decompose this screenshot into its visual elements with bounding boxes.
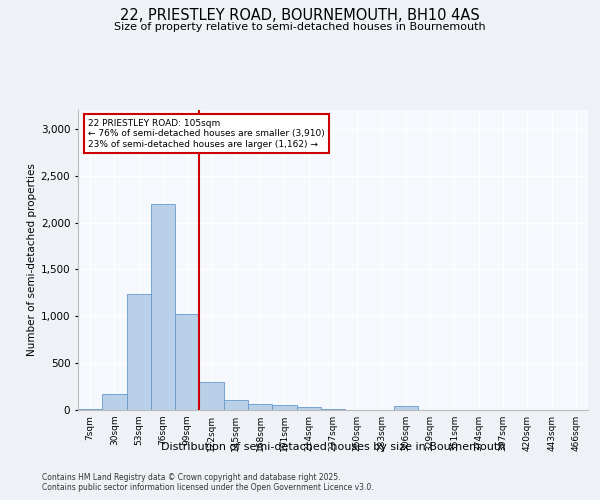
Text: 22, PRIESTLEY ROAD, BOURNEMOUTH, BH10 4AS: 22, PRIESTLEY ROAD, BOURNEMOUTH, BH10 4A… <box>120 8 480 22</box>
Bar <box>151 204 175 410</box>
Text: 22 PRIESTLEY ROAD: 105sqm
← 76% of semi-detached houses are smaller (3,910)
23% : 22 PRIESTLEY ROAD: 105sqm ← 76% of semi-… <box>88 119 325 149</box>
Text: Contains HM Land Registry data © Crown copyright and database right 2025.: Contains HM Land Registry data © Crown c… <box>42 472 341 482</box>
Bar <box>175 314 199 410</box>
Bar <box>127 294 151 410</box>
Bar <box>224 400 248 410</box>
Bar <box>78 409 102 410</box>
Bar <box>248 404 272 410</box>
Bar <box>102 394 127 410</box>
Bar <box>272 405 296 410</box>
Bar <box>321 409 345 410</box>
Bar <box>296 406 321 410</box>
Bar <box>199 382 224 410</box>
Text: Contains public sector information licensed under the Open Government Licence v3: Contains public sector information licen… <box>42 482 374 492</box>
Bar <box>394 406 418 410</box>
Text: Size of property relative to semi-detached houses in Bournemouth: Size of property relative to semi-detach… <box>114 22 486 32</box>
Y-axis label: Number of semi-detached properties: Number of semi-detached properties <box>26 164 37 356</box>
Text: Distribution of semi-detached houses by size in Bournemouth: Distribution of semi-detached houses by … <box>161 442 505 452</box>
